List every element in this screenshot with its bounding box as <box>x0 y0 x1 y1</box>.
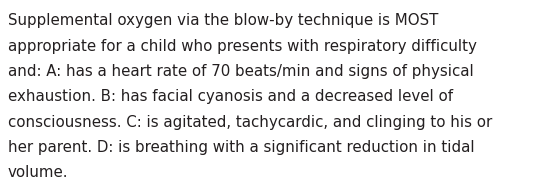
Text: volume.: volume. <box>8 165 68 180</box>
Text: consciousness. C: is agitated, tachycardic, and clinging to his or: consciousness. C: is agitated, tachycard… <box>8 115 492 130</box>
Text: her parent. D: is breathing with a significant reduction in tidal: her parent. D: is breathing with a signi… <box>8 140 474 155</box>
Text: appropriate for a child who presents with respiratory difficulty: appropriate for a child who presents wit… <box>8 39 477 54</box>
Text: Supplemental oxygen via the blow-by technique is MOST: Supplemental oxygen via the blow-by tech… <box>8 13 438 28</box>
Text: exhaustion. B: has facial cyanosis and a decreased level of: exhaustion. B: has facial cyanosis and a… <box>8 89 453 104</box>
Text: and: A: has a heart rate of 70 beats/min and signs of physical: and: A: has a heart rate of 70 beats/min… <box>8 64 474 79</box>
